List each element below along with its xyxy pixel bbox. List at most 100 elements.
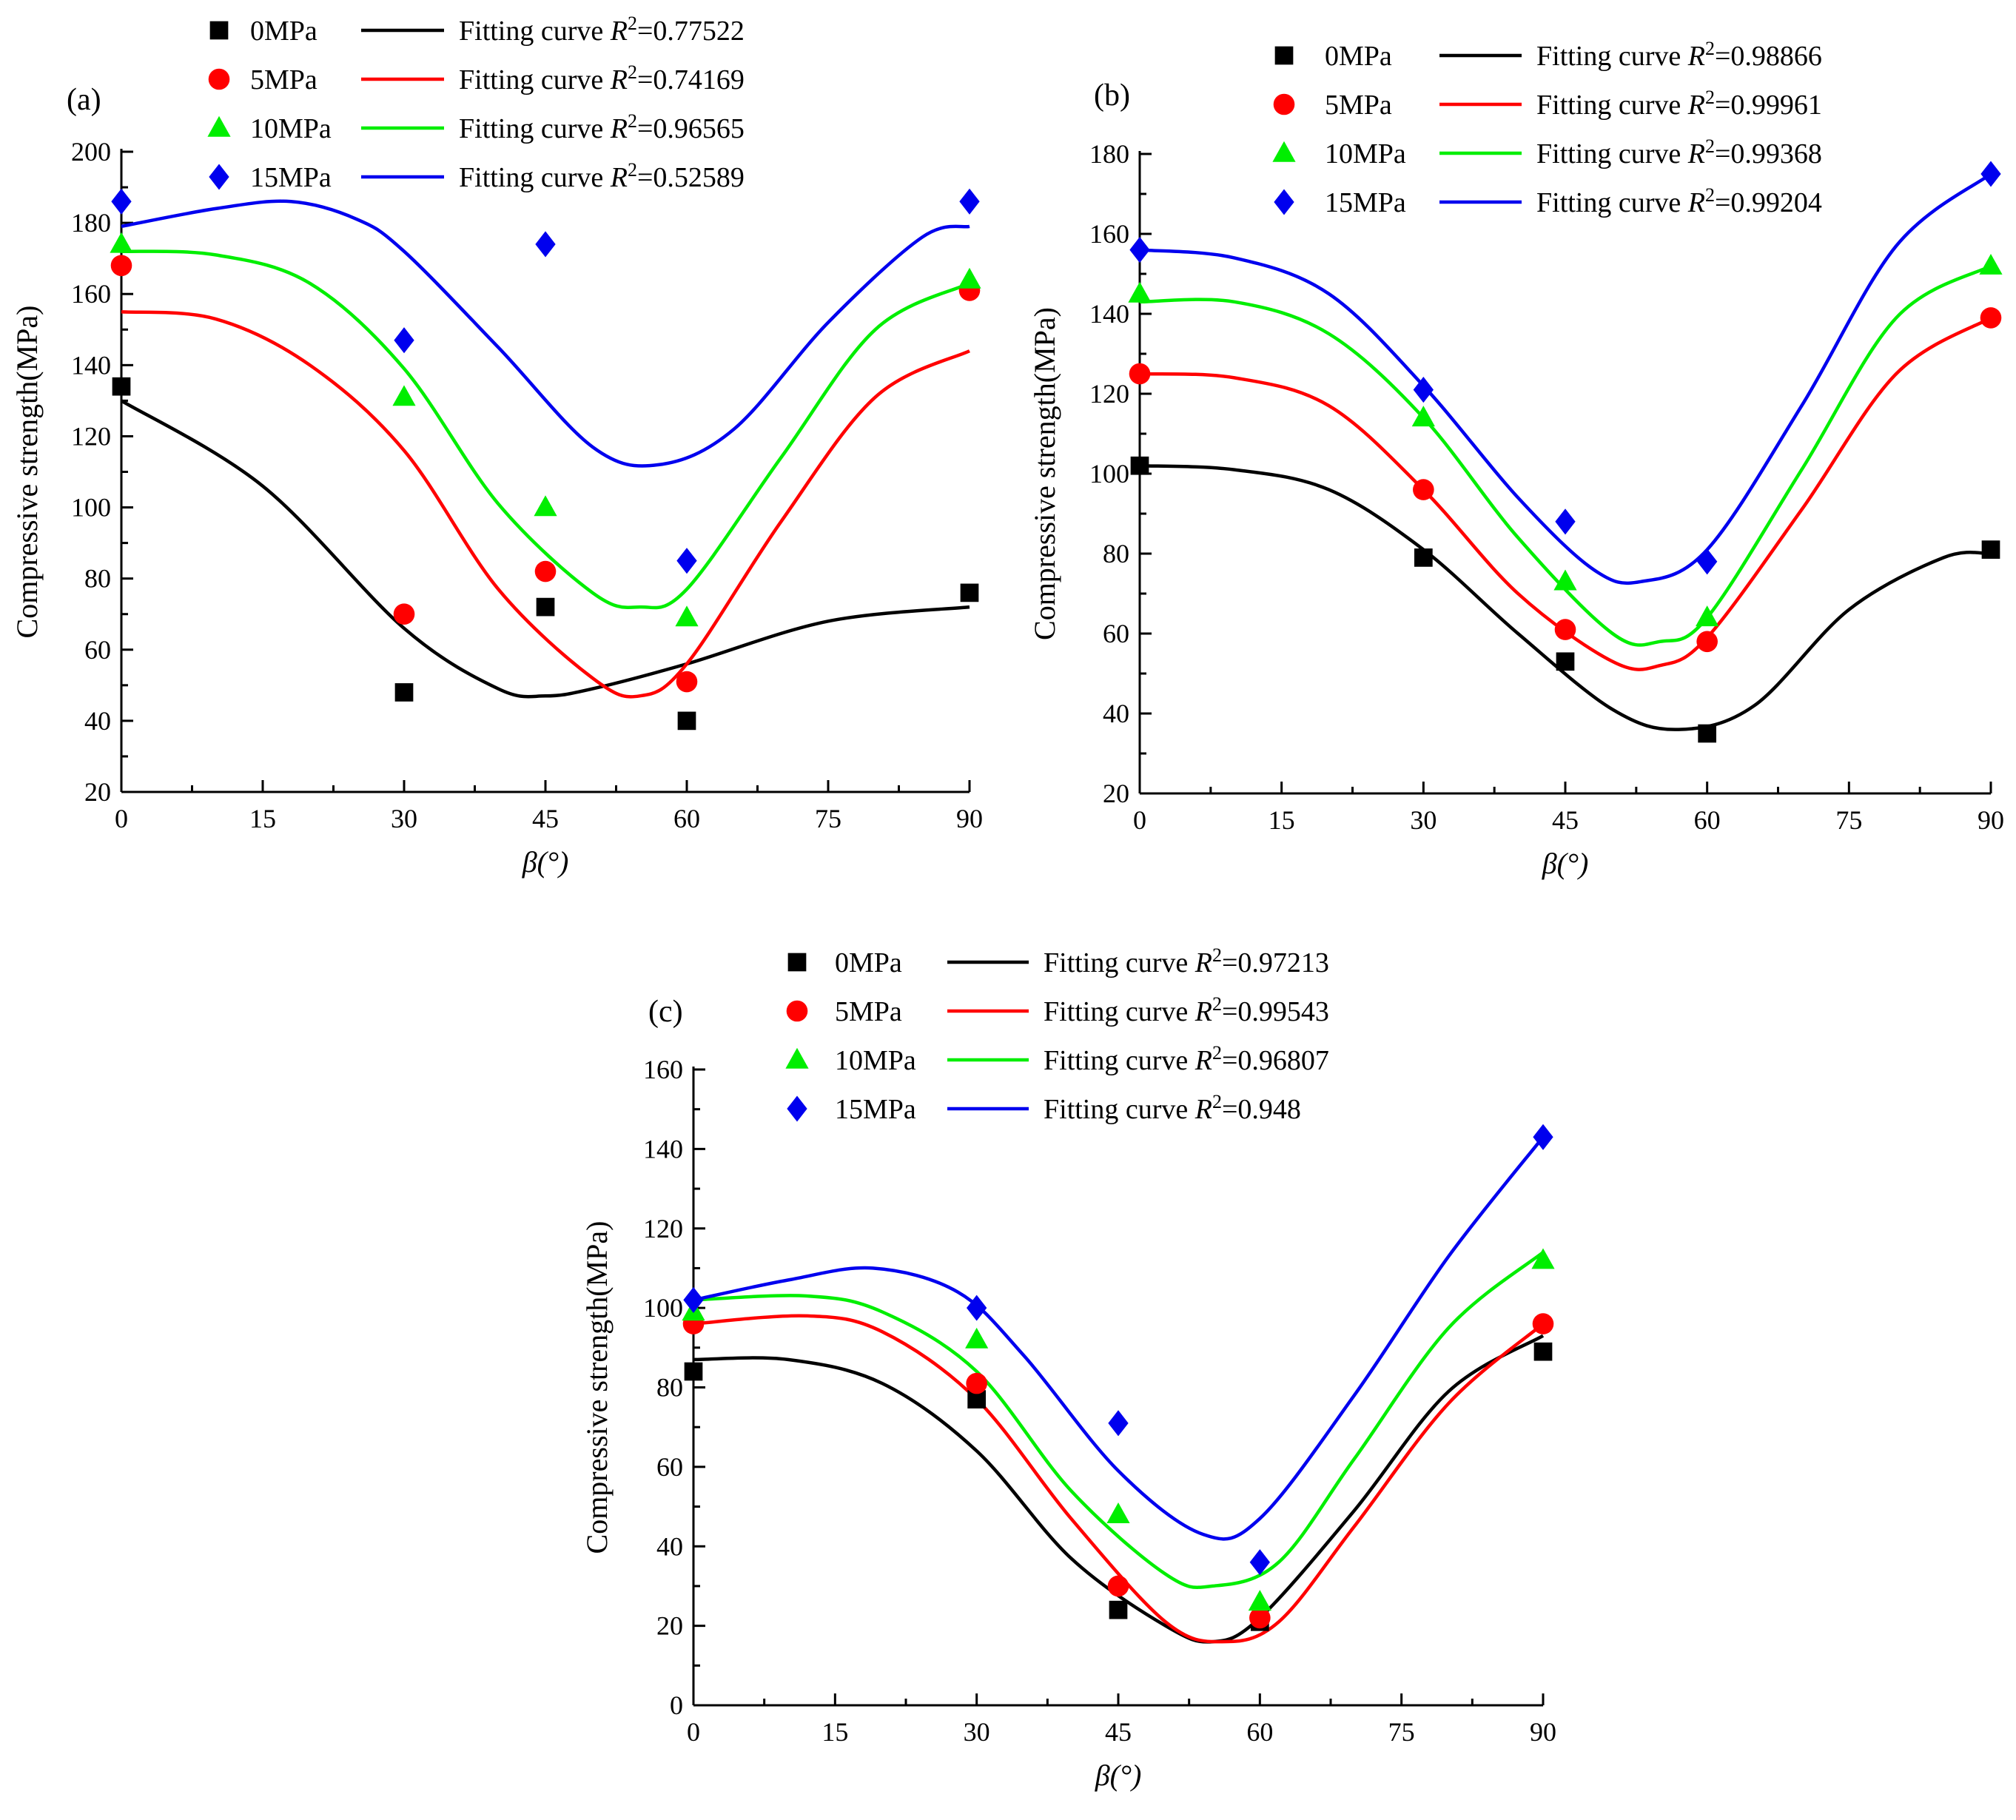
y-tick-label: 120 [1089, 379, 1129, 409]
data-point-10MPa [1979, 253, 2003, 275]
legend-fit-label: Fitting curve R2=0.99204 [1536, 184, 1822, 219]
y-tick-label: 100 [1089, 459, 1129, 488]
legend-entry: 15MPa Fitting curve R2=0.948 [787, 1091, 1301, 1126]
legend-series-name: 5MPa [1325, 90, 1392, 121]
legend-fit-label: Fitting curve R2=0.99368 [1536, 135, 1822, 170]
data-point-15MPa [1555, 508, 1576, 535]
y-tick-label: 140 [71, 350, 111, 380]
legend-marker [1273, 93, 1295, 115]
fitting-curve-10MPa [1139, 264, 1992, 647]
legend-marker [207, 115, 231, 137]
data-point-15MPa [1129, 237, 1150, 263]
y-tick-label: 60 [1103, 619, 1129, 648]
x-tick-label: 0 [687, 1717, 700, 1747]
chart-panel: 0 15 30 45 60 75 90 20 40 60 80 100 120 140 160 180 200 β… [10, 13, 983, 879]
data-point-0MPa [1533, 1342, 1553, 1361]
y-tick-label: 180 [71, 208, 111, 238]
y-tick-label: 60 [84, 635, 111, 665]
fitting-curve-10MPa [121, 249, 970, 610]
data-point-0MPa [1109, 1600, 1128, 1619]
y-tick-label: 40 [1103, 699, 1129, 728]
legend-marker [1274, 46, 1294, 65]
data-point-0MPa [1414, 548, 1433, 567]
y-tick-label: 80 [1103, 539, 1129, 568]
legend-fit-label: Fitting curve R2=0.74169 [459, 61, 745, 96]
legend-marker [208, 68, 230, 90]
x-tick-label: 75 [1388, 1717, 1415, 1747]
data-point-5MPa [676, 671, 698, 693]
data-point-10MPa [1411, 406, 1435, 427]
data-point-0MPa [112, 377, 131, 396]
data-point-0MPa [536, 597, 555, 617]
data-point-5MPa [1107, 1575, 1129, 1597]
panel-label: (c) [648, 995, 683, 1029]
y-tick-label: 180 [1089, 139, 1129, 169]
data-point-5MPa [1696, 631, 1718, 653]
x-axis-title: β(°) [1095, 1759, 1142, 1792]
y-tick-label: 120 [71, 421, 111, 451]
legend-entry: 0MPa Fitting curve R2=0.98866 [1274, 38, 1822, 72]
data-point-15MPa [535, 231, 556, 258]
fitting-curve-0MPa [1139, 463, 1992, 731]
data-point-5MPa [1532, 1313, 1554, 1334]
y-tick-label: 20 [1103, 779, 1129, 808]
y-tick-label: 0 [670, 1690, 683, 1720]
x-tick-label: 30 [1410, 805, 1437, 835]
fitting-curve-10MPa [693, 1251, 1545, 1589]
x-tick-label: 60 [673, 804, 700, 833]
legend-fit-label: Fitting curve R2=0.97213 [1044, 944, 1329, 979]
data-point-0MPa [960, 583, 979, 602]
y-tick-label: 20 [656, 1611, 683, 1641]
fitting-curve-15MPa [693, 1135, 1545, 1541]
data-point-0MPa [1556, 652, 1575, 671]
x-tick-label: 15 [821, 1717, 848, 1747]
data-point-5MPa [110, 255, 132, 277]
data-point-10MPa [675, 605, 699, 627]
x-tick-label: 30 [391, 804, 417, 833]
fitting-curve-15MPa [121, 199, 970, 468]
y-tick-label: 160 [643, 1055, 683, 1084]
data-point-0MPa [1981, 540, 2000, 559]
legend-fit-label: Fitting curve R2=0.99543 [1044, 993, 1329, 1028]
legend-marker [785, 1047, 809, 1069]
data-point-15MPa [683, 1286, 704, 1313]
x-tick-label: 60 [1246, 1717, 1273, 1747]
fitting-curve-5MPa [121, 310, 970, 699]
panel-label: (a) [67, 83, 101, 117]
data-point-0MPa [677, 711, 696, 731]
y-tick-label: 60 [656, 1452, 683, 1482]
chart-panel: 0 15 30 45 60 75 90 0 20 40 60 80 100 120 140 160 β(°) Co… [580, 944, 1556, 1793]
legend-marker [209, 164, 229, 190]
data-point-10MPa [1553, 569, 1577, 591]
x-tick-label: 0 [115, 804, 128, 833]
x-tick-label: 75 [815, 804, 841, 833]
x-axis-title: β(°) [1542, 847, 1589, 880]
y-tick-label: 140 [1089, 299, 1129, 329]
y-tick-label: 160 [1089, 219, 1129, 249]
data-point-10MPa [392, 385, 416, 406]
legend-entry: 10MPa Fitting curve R2=0.99368 [1272, 135, 1822, 170]
y-axis-title: Compressive strength(MPa) [1028, 307, 1061, 640]
fitting-curve-15MPa [1139, 172, 1992, 585]
legend-fit-label: Fitting curve R2=0.948 [1044, 1091, 1301, 1126]
data-point-0MPa [1698, 724, 1717, 743]
data-point-5MPa [1554, 619, 1576, 640]
y-tick-label: 160 [71, 279, 111, 309]
data-point-10MPa [1531, 1248, 1555, 1269]
legend-series-name: 10MPa [835, 1045, 916, 1076]
y-tick-label: 100 [643, 1293, 683, 1323]
legend-series-name: 15MPa [835, 1094, 916, 1125]
data-point-15MPa [1980, 161, 2001, 187]
legend-entry: 5MPa Fitting curve R2=0.99961 [1273, 87, 1822, 121]
data-point-5MPa [966, 1372, 987, 1394]
data-point-15MPa [394, 327, 414, 354]
data-point-5MPa [1980, 307, 2002, 329]
legend-marker [1272, 141, 1296, 162]
legend-series-name: 10MPa [250, 113, 332, 144]
data-point-5MPa [534, 560, 557, 582]
legend-marker [1274, 189, 1294, 215]
y-tick-label: 20 [84, 777, 111, 807]
x-tick-label: 75 [1835, 805, 1862, 835]
data-point-5MPa [1249, 1607, 1271, 1629]
